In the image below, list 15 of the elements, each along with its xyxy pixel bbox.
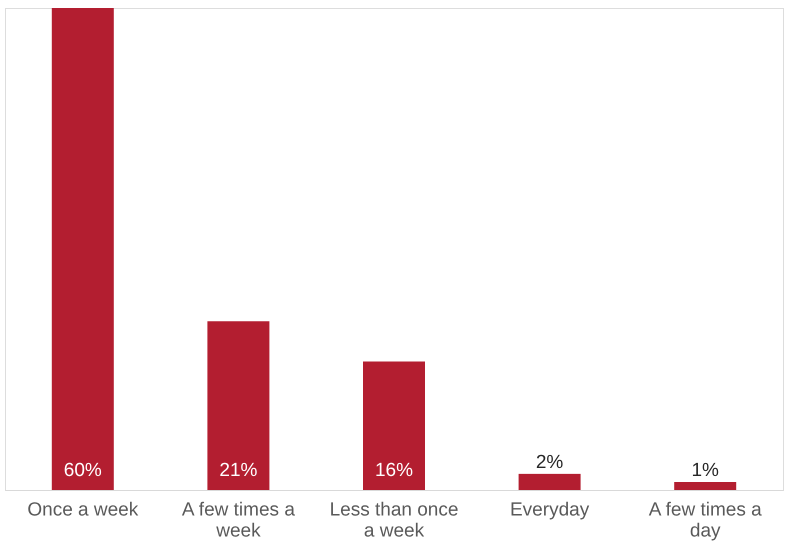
x-tick-label: A few times a day	[648, 500, 762, 542]
x-tick-label: Less than once a week	[330, 500, 458, 542]
x-tick-label: Once a week	[27, 500, 139, 520]
data-label: 16%	[374, 460, 414, 481]
bar	[207, 321, 270, 490]
x-tick-label: Everyday	[510, 500, 590, 520]
data-label: 60%	[64, 460, 102, 481]
bar	[363, 361, 425, 490]
x-tick-label: A few times a week	[182, 500, 296, 542]
data-label: 1%	[691, 460, 720, 481]
bar	[518, 474, 581, 490]
data-label: 2%	[536, 452, 564, 473]
bar	[52, 8, 114, 490]
bar	[674, 482, 736, 490]
data-label: 21%	[219, 460, 258, 481]
